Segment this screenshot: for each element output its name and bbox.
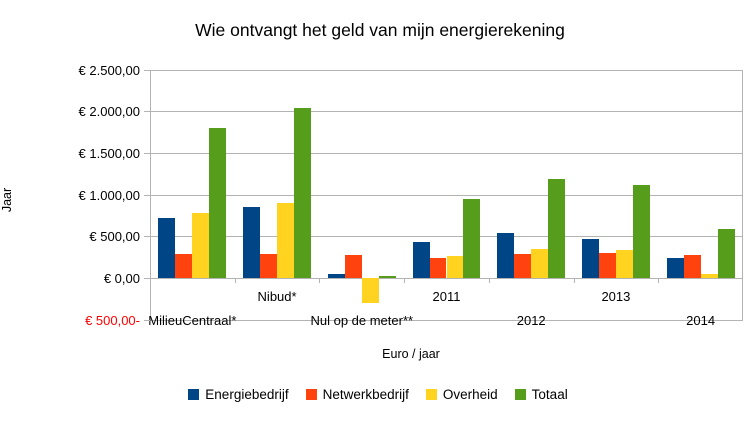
y-axis-label: € 2.000,00	[78, 104, 140, 120]
legend-label: Overheid	[442, 386, 498, 402]
bar-overheid-2011	[446, 255, 464, 279]
bar-totaal-2011	[463, 199, 481, 279]
y-axis-tick	[144, 152, 150, 154]
bar-overheid-2013	[615, 250, 633, 279]
y-axis-label: € 2.500,00	[78, 62, 140, 78]
bar-energiebedrijf-nul-op-de-meter-	[327, 274, 345, 279]
x-axis-tick	[573, 278, 575, 284]
x-axis-title: Euro / jaar	[382, 347, 440, 361]
y-axis-tick	[144, 236, 150, 238]
y-axis-tick	[144, 277, 150, 279]
bar-netwerkbedrijf-2014	[683, 254, 701, 279]
x-axis-tick	[234, 278, 236, 284]
y-axis-tick	[144, 69, 150, 71]
bar-totaal-2014	[717, 229, 735, 279]
bar-energiebedrijf-nibud-	[243, 206, 261, 279]
bar-overheid-2014	[700, 274, 718, 279]
gridline	[150, 111, 743, 113]
chart-title: Wie ontvangt het geld van mijn energiere…	[195, 20, 565, 40]
legend-label: Energiebedrijf	[205, 386, 289, 402]
gridline	[150, 69, 743, 71]
legend: Energiebedrijf Netwerkbedrijf Overheid Tota…	[0, 385, 756, 403]
bar-overheid-nibud-	[277, 203, 294, 279]
y-axis-title: Jaar	[0, 187, 14, 213]
x-category-label: 2012	[516, 313, 546, 328]
bar-energiebedrijf-milieucentraal-	[158, 217, 176, 279]
y-axis-label: € 1.500,00	[78, 145, 140, 161]
bar-netwerkbedrijf-2013	[598, 252, 616, 279]
x-axis-tick	[488, 278, 490, 284]
gridline	[150, 277, 743, 279]
plot-area	[150, 69, 743, 321]
legend-label: Netwerkbedrijf	[322, 386, 409, 402]
y-axis-tick	[144, 111, 150, 113]
bar-totaal-2012	[548, 179, 566, 279]
x-axis-tick	[319, 278, 321, 284]
x-axis-tick	[150, 278, 151, 284]
y-axis-label: € 1.000,00	[78, 187, 140, 203]
bar-netwerkbedrijf-nibud-	[260, 254, 278, 279]
y-axis-tick	[144, 319, 150, 321]
gridline	[150, 152, 743, 154]
y-axis-label: € 500,00-	[85, 312, 140, 328]
y-axis-label: € 0,00	[103, 270, 140, 286]
y-axis-tick	[144, 194, 150, 196]
gridline	[150, 194, 743, 196]
bar-energiebedrijf-2014	[666, 257, 684, 279]
x-axis-tick	[658, 278, 660, 284]
legend-swatch-energiebedrijf	[188, 388, 200, 400]
gridline	[150, 319, 743, 321]
bar-netwerkbedrijf-nul-op-de-meter-	[344, 255, 362, 279]
legend-swatch-overheid	[425, 388, 437, 400]
legend-swatch-netwerkbedrijf	[305, 388, 317, 400]
x-category-label: 2011	[432, 289, 461, 304]
y-axis-label: € 500,00	[89, 229, 140, 245]
bar-netwerkbedrijf-2012	[514, 254, 532, 279]
legend-item-netwerkbedrijf: Netwerkbedrijf	[305, 386, 409, 402]
legend-item-totaal: Totaal	[514, 386, 568, 402]
x-category-label: 2014	[686, 313, 716, 328]
x-category-label: MilieuCentraal*	[148, 313, 237, 328]
x-category-label: Nibud*	[257, 289, 297, 304]
x-category-label: 2013	[601, 289, 631, 304]
bar-energiebedrijf-2013	[582, 239, 599, 279]
x-axis-tick	[404, 278, 406, 284]
plot-right-border	[742, 70, 743, 320]
bar-totaal-nul-op-de-meter-	[378, 275, 396, 279]
legend-item-energiebedrijf: Energiebedrijf	[188, 386, 289, 402]
y-axis-line	[150, 70, 151, 320]
bar-totaal-nibud-	[294, 107, 311, 279]
legend-label: Totaal	[531, 386, 568, 402]
bar-overheid-2012	[531, 248, 549, 279]
x-axis-tick	[742, 278, 743, 284]
legend-item-overheid: Overheid	[425, 386, 498, 402]
bar-energiebedrijf-2012	[497, 232, 515, 279]
bar-energiebedrijf-2011	[412, 242, 430, 279]
bar-netwerkbedrijf-2011	[429, 257, 447, 279]
x-category-label: Nul op de meter**	[310, 313, 414, 328]
bar-totaal-milieucentraal-	[209, 128, 227, 279]
legend-swatch-totaal	[514, 388, 526, 400]
bar-totaal-2013	[632, 185, 650, 279]
gridline	[150, 236, 743, 238]
bar-overheid-milieucentraal-	[192, 213, 210, 279]
bar-netwerkbedrijf-milieucentraal-	[175, 254, 193, 279]
bar-overheid-nul-op-de-meter-	[361, 278, 379, 304]
